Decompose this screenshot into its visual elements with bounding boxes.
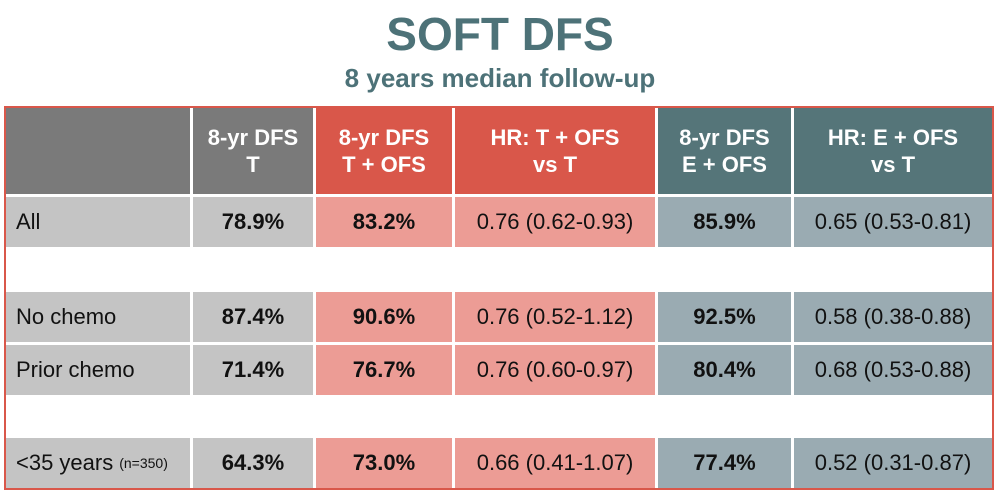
header-blank	[6, 108, 190, 194]
row-label-under-35: <35 years (n=350)	[6, 438, 190, 488]
row-label-under-35-note: (n=350)	[119, 455, 168, 471]
row-label-prior-chemo: Prior chemo	[6, 345, 190, 395]
cell-dfs-t: 64.3%	[193, 438, 313, 488]
header-dfs-t-line1: 8-yr DFS	[207, 125, 299, 150]
header-hr-t-ofs-line2: vs T	[532, 152, 578, 177]
header-dfs-e-ofs-line1: 8-yr DFS	[679, 125, 770, 150]
cell-hr-e-ofs: 0.65 (0.53-0.81)	[794, 197, 992, 247]
cell-hr-e-ofs: 0.68 (0.53-0.88)	[794, 345, 992, 395]
header-dfs-t-line2: T	[246, 152, 260, 177]
cell-dfs-t-ofs: 90.6%	[316, 292, 452, 342]
header-dfs-t-ofs-line2: T + OFS	[342, 152, 426, 177]
cell-hr-e-ofs: 0.52 (0.31-0.87)	[794, 438, 992, 488]
header-dfs-e-ofs-line2: E + OFS	[682, 152, 767, 177]
cell-dfs-e-ofs: 80.4%	[658, 345, 791, 395]
cell-dfs-t: 78.9%	[193, 197, 313, 247]
header-dfs-t-ofs-line1: 8-yr DFS	[338, 125, 430, 150]
header-hr-e-ofs-line2: vs T	[870, 152, 916, 177]
cell-dfs-e-ofs: 85.9%	[658, 197, 791, 247]
cell-hr-t-ofs: 0.76 (0.52-1.12)	[455, 292, 655, 342]
row-label-all: All	[6, 197, 190, 247]
cell-dfs-t-ofs: 76.7%	[316, 345, 452, 395]
header-dfs-e-ofs: 8-yr DFS E + OFS	[658, 108, 791, 194]
header-dfs-t: 8-yr DFS T	[193, 108, 313, 194]
cell-dfs-t-ofs: 73.0%	[316, 438, 452, 488]
cell-dfs-t-ofs: 83.2%	[316, 197, 452, 247]
row-label-no-chemo: No chemo	[6, 292, 190, 342]
header-hr-e-ofs-line1: HR: E + OFS	[827, 125, 959, 150]
cell-dfs-e-ofs: 77.4%	[658, 438, 791, 488]
cell-dfs-t: 87.4%	[193, 292, 313, 342]
cell-hr-e-ofs: 0.58 (0.38-0.88)	[794, 292, 992, 342]
results-table: 8-yr DFS T 8-yr DFS T + OFS HR: T + OFS …	[4, 106, 994, 490]
header-hr-t-ofs-line1: HR: T + OFS	[490, 125, 620, 150]
cell-hr-t-ofs: 0.76 (0.62-0.93)	[455, 197, 655, 247]
header-hr-t-ofs: HR: T + OFS vs T	[455, 108, 655, 194]
header-hr-e-ofs: HR: E + OFS vs T	[794, 108, 992, 194]
page-title: SOFT DFS	[386, 8, 614, 60]
page-subtitle: 8 years median follow-up	[344, 63, 656, 93]
header-dfs-t-ofs: 8-yr DFS T + OFS	[316, 108, 452, 194]
cell-hr-t-ofs: 0.76 (0.60-0.97)	[455, 345, 655, 395]
cell-hr-t-ofs: 0.66 (0.41-1.07)	[455, 438, 655, 488]
row-label-under-35-text: <35 years	[16, 450, 114, 475]
cell-dfs-t: 71.4%	[193, 345, 313, 395]
cell-dfs-e-ofs: 92.5%	[658, 292, 791, 342]
